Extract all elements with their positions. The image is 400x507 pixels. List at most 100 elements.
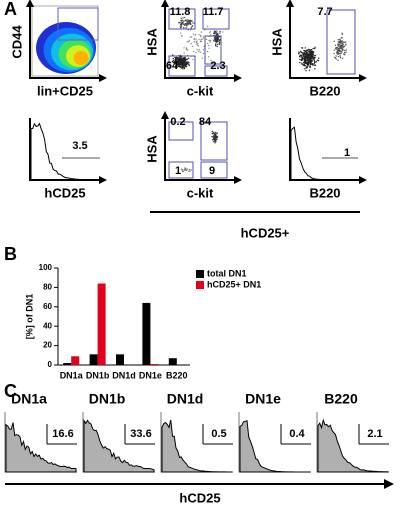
event-dot [344,54,346,56]
event-dot [302,64,304,66]
event-dot [184,23,187,25]
event-dot [309,65,311,67]
event-dot [175,58,177,61]
event-dot [206,50,209,53]
event-dot [339,41,342,43]
event-dot [215,43,217,45]
gate-value: 1 [344,147,350,159]
event-dot [218,41,221,44]
x-axis-label: hCD25 [179,490,220,505]
event-dot [215,32,218,34]
event-dot [172,62,175,64]
event-dot [184,58,186,60]
event-dot [190,43,192,45]
event-dot [222,31,224,33]
event-dot [306,62,309,64]
x-axis-label: B220 [309,185,340,200]
event-dot [216,136,218,139]
panel-title: B220 [324,391,358,407]
event-dot [215,34,218,36]
arrow-head [234,176,242,184]
gate [200,121,228,161]
event-dot [199,40,202,43]
event-dot [301,54,303,57]
event-dot [314,46,316,49]
event-dot [200,36,202,38]
event-dot [310,48,313,51]
event-dot [308,59,310,61]
x-axis-label: c-kit [187,83,214,98]
gate-value: 33.6 [130,428,151,440]
event-dot [214,140,216,142]
gate-value: 3.5 [72,140,87,152]
event-dot [313,55,316,57]
event-dot [219,30,221,33]
event-dot [214,38,217,40]
arrow-head [286,0,294,7]
event-dot [195,41,197,43]
event-dot [341,49,344,51]
event-dot [176,64,179,66]
event-dot [185,27,187,29]
event-dot [179,66,182,68]
event-dot [184,19,186,22]
event-dot [338,50,341,53]
event-dot [186,20,189,23]
event-dot [309,48,311,51]
event-dot [216,30,218,32]
x-axis-label: hCD25 [44,185,85,200]
arrow-head [161,0,169,7]
event-dot [313,60,316,62]
gate [200,161,228,179]
bar [97,283,106,365]
event-dot [335,58,337,60]
event-dot [339,42,342,44]
event-dot [308,56,310,59]
event-dot [206,25,209,28]
event-dot [198,34,200,36]
event-dot [213,32,215,34]
event-dot [301,57,303,59]
event-dot [310,60,313,63]
event-dot [207,56,210,58]
event-dot [299,61,301,64]
event-dot [182,59,184,61]
event-dot [202,49,205,51]
event-dot [311,53,313,56]
event-dot [192,33,195,35]
gate [168,161,194,179]
histogram [317,418,389,473]
y-axis-label: HSA [144,28,159,56]
event-dot [337,38,339,41]
event-dot [345,51,347,53]
event-dot [188,63,190,66]
event-dot [339,38,341,41]
event-dot [342,53,345,55]
y-axis-label: HSA [144,135,159,163]
gate-value: 11.7 [203,6,224,18]
event-dot [191,20,193,23]
event-dot [340,37,342,39]
event-dot [339,46,342,48]
y-axis-label: [%] of DN1 [24,294,34,340]
event-dot [301,56,303,58]
y-tick-label: 80 [43,283,52,292]
event-dot [304,57,306,59]
event-dot [188,168,191,171]
event-dot [313,62,315,65]
event-dot [333,49,336,51]
y-tick-label: 40 [43,321,52,330]
event-dot [309,63,312,65]
histogram [239,419,311,473]
event-dot [311,63,313,65]
event-dot [185,48,188,50]
event-dot [181,170,184,173]
event-dot [189,22,191,24]
axis [164,118,235,181]
gate-value: 7.7 [317,6,332,18]
arrow-head [359,176,367,184]
event-dot [183,24,186,26]
event-dot [342,43,345,46]
bar [63,363,72,365]
event-dot [312,47,314,50]
